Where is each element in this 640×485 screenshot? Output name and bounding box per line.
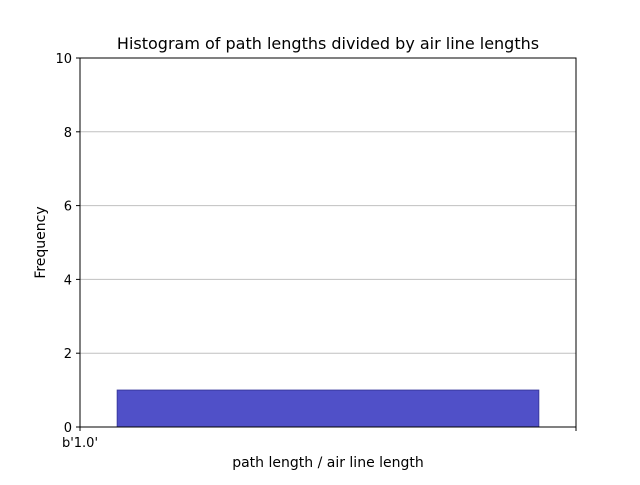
histogram-bar [116,389,540,428]
y-tick-label: 4 [64,273,72,288]
y-axis-ticks: 0 2 4 6 8 10 [55,52,80,436]
grid-lines [80,131,576,354]
y-tick-label: 6 [64,200,72,215]
y-tick-label: 8 [64,126,72,141]
x-tick-label: b'1.0' [62,436,98,451]
y-tick-label: 2 [64,347,72,362]
x-axis-ticks: b'1.0' [62,427,577,451]
bars [116,389,540,428]
x-axis-label: path length / air line length [232,455,424,471]
y-tick-label: 10 [55,52,72,67]
y-axis-label: Frequency [33,206,49,278]
y-tick-label: 0 [64,421,72,436]
plot-area-frame [79,57,577,428]
chart-title: Histogram of path lengths divided by air… [117,34,539,53]
